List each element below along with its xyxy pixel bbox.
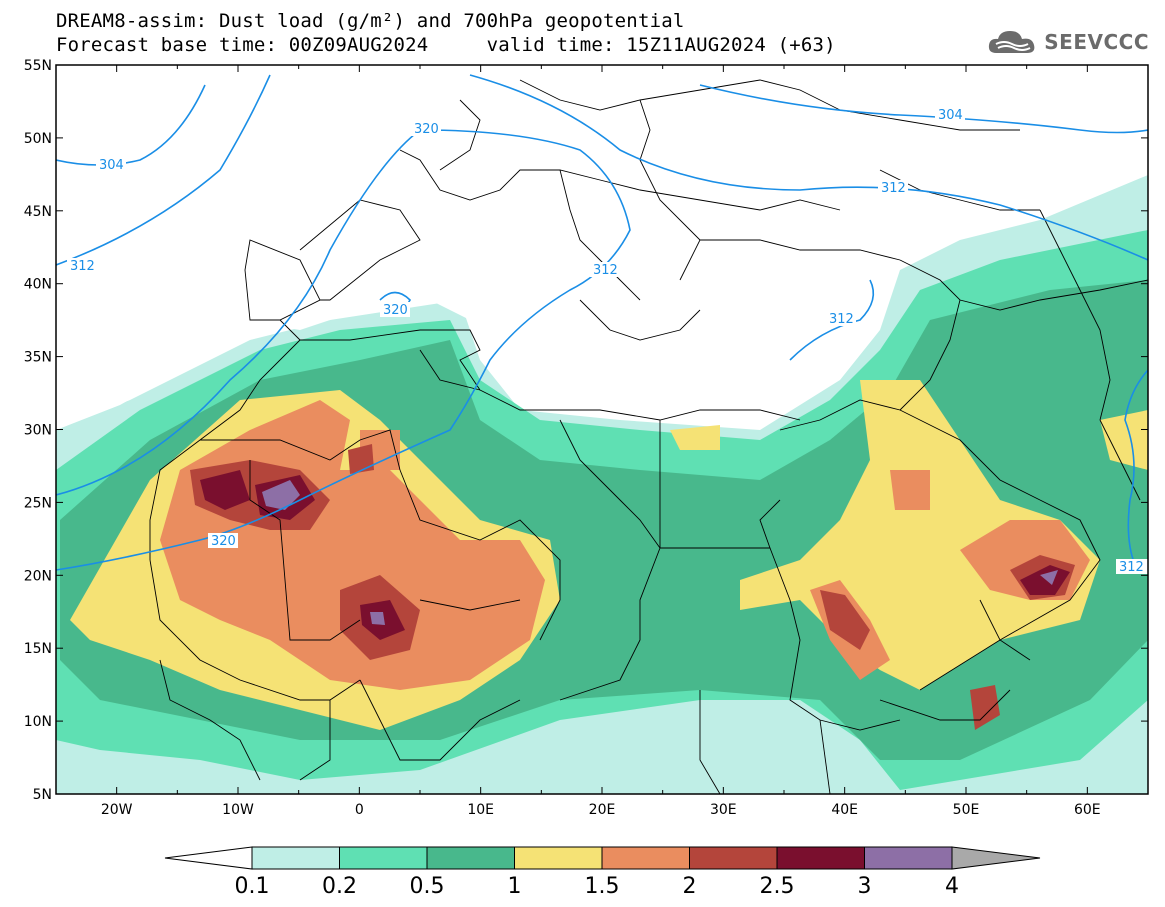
dust-band-3 bbox=[262, 480, 1058, 625]
lat-tick-label: 20N bbox=[24, 568, 52, 584]
lon-tick-label: 60E bbox=[1074, 802, 1101, 818]
contour-320 bbox=[56, 129, 631, 571]
lat-tick-label: 5N bbox=[33, 787, 52, 803]
lat-tick-label: 50N bbox=[24, 131, 52, 147]
map-title: DREAM8-assim: Dust load (g/m²) and 700hP… bbox=[56, 10, 685, 32]
contour-304-west bbox=[56, 84, 206, 166]
cloud-icon bbox=[989, 31, 1035, 53]
contour-label: 312 bbox=[1119, 560, 1144, 575]
colorbar-swatch bbox=[776, 846, 865, 870]
colorbar-max-arrow bbox=[951, 846, 1041, 870]
longitude-axis: 20W 10W 0 10E 20E 30E 40E 50E 60E bbox=[55, 65, 1149, 818]
colorbar-swatch bbox=[514, 846, 603, 870]
colorbar-swatch bbox=[689, 846, 778, 870]
contour-312-west bbox=[56, 74, 271, 266]
contour-labels: 304 304 320 312 320 320 312 312 312 312 bbox=[67, 107, 1148, 575]
lat-tick-label: 10N bbox=[24, 714, 52, 730]
lon-tick-label: 20E bbox=[589, 802, 616, 818]
contour-label: 304 bbox=[99, 158, 124, 173]
lon-tick-label: 0 bbox=[355, 802, 364, 818]
contour-312-north bbox=[469, 74, 1148, 261]
colorbar-label: 0.5 bbox=[410, 874, 445, 899]
latitude-axis: 55N 50N 45N 40N 35N 30N 25N 20N 15N 10N 5N bbox=[24, 58, 1148, 803]
country-borders bbox=[149, 79, 1148, 794]
colorbar-label: 1.5 bbox=[585, 874, 620, 899]
logo-text: SEEVCCC bbox=[1044, 30, 1149, 54]
dust-band-2.5 bbox=[200, 470, 1070, 640]
colorbar-label: 2 bbox=[683, 874, 697, 899]
contour-label: 320 bbox=[414, 122, 439, 137]
colorbar-label: 4 bbox=[945, 874, 959, 899]
geopotential-contours bbox=[56, 74, 1148, 571]
lon-tick-label: 50E bbox=[953, 802, 980, 818]
contour-312-east bbox=[1124, 369, 1148, 566]
lat-tick-label: 30N bbox=[24, 423, 52, 439]
contour-312-levant bbox=[789, 279, 875, 361]
lon-tick-label: 10W bbox=[222, 802, 254, 818]
lon-tick-label: 20W bbox=[101, 802, 133, 818]
lat-tick-label: 40N bbox=[24, 277, 52, 293]
colorbar: 0.1 0.2 0.5 1 1.5 2 2.5 3 4 bbox=[164, 846, 1041, 899]
lon-tick-label: 10E bbox=[467, 802, 494, 818]
lat-tick-label: 25N bbox=[24, 495, 52, 511]
colorbar-swatch bbox=[339, 846, 428, 870]
lon-tick-label: 30E bbox=[710, 802, 737, 818]
contour-label: 320 bbox=[211, 534, 236, 549]
lat-tick-label: 55N bbox=[24, 58, 52, 74]
colorbar-swatch bbox=[426, 846, 515, 870]
colorbar-label: 1 bbox=[508, 874, 522, 899]
colorbar-swatch bbox=[601, 846, 690, 870]
contour-label: 304 bbox=[938, 108, 963, 123]
colorbar-min-arrow bbox=[164, 846, 253, 870]
no-dust-region bbox=[56, 65, 1148, 430]
colorbar-label: 0.1 bbox=[235, 874, 270, 899]
contour-label: 320 bbox=[383, 303, 408, 318]
contour-label: 312 bbox=[593, 263, 618, 278]
colorbar-label: 2.5 bbox=[760, 874, 795, 899]
lon-tick-label: 40E bbox=[831, 802, 858, 818]
contour-label: 312 bbox=[881, 181, 906, 196]
colorbar-label: 3 bbox=[858, 874, 872, 899]
lat-tick-label: 35N bbox=[24, 350, 52, 366]
colorbar-swatch bbox=[251, 846, 340, 870]
seevccc-logo: SEEVCCC bbox=[986, 26, 1149, 58]
contour-label: 312 bbox=[829, 312, 854, 327]
lat-tick-label: 15N bbox=[24, 641, 52, 657]
lat-tick-label: 45N bbox=[24, 204, 52, 220]
colorbar-label: 0.2 bbox=[322, 874, 357, 899]
colorbar-swatch bbox=[864, 846, 953, 870]
dust-field bbox=[56, 65, 1148, 794]
forecast-time-subtitle: Forecast base time: 00Z09AUG2024 valid t… bbox=[56, 34, 836, 56]
contour-label: 312 bbox=[70, 259, 95, 274]
